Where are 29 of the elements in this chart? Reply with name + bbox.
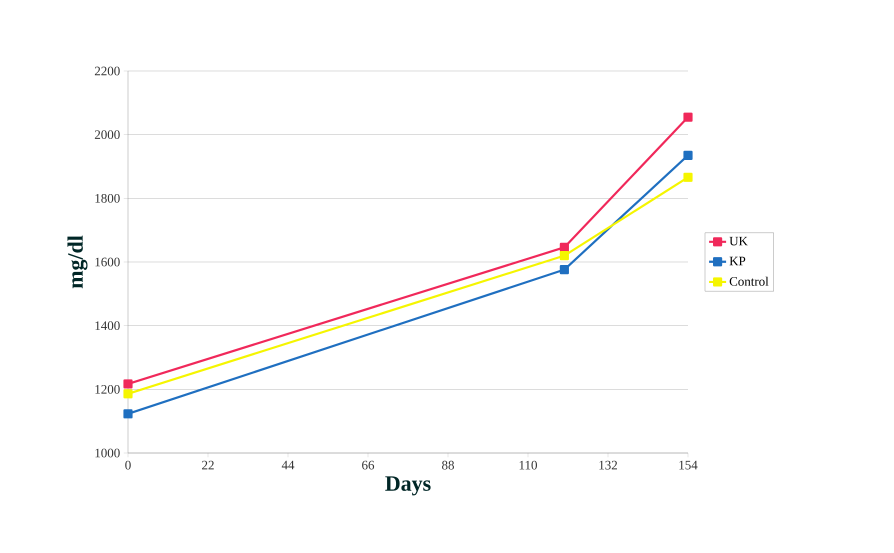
x-tick-label: 154 <box>679 460 698 470</box>
legend-label: KP <box>730 256 746 266</box>
y-tick-label: 1600 <box>95 258 120 266</box>
x-tick-label: 132 <box>599 460 618 470</box>
point <box>560 265 569 274</box>
x-tick-label: 66 <box>362 460 374 470</box>
x-tick-label: 0 <box>125 460 131 470</box>
y-tick-label: 1000 <box>95 448 120 458</box>
point <box>560 242 569 252</box>
y-tick-label: 2000 <box>94 130 120 140</box>
y-tick-label: 1400 <box>95 321 120 330</box>
x-tick-label: 88 <box>442 460 454 470</box>
point <box>123 409 133 418</box>
x-tick-label: 22 <box>202 460 214 470</box>
point <box>683 112 693 122</box>
point <box>560 251 569 260</box>
y-tick-label: 1800 <box>95 194 120 203</box>
x-axis-title: Days <box>385 476 431 496</box>
legend-label: UK <box>729 236 748 246</box>
x-tick-label: 110 <box>520 460 537 470</box>
y-tick-label: 2200 <box>94 66 120 76</box>
point <box>683 172 693 182</box>
point <box>123 379 133 388</box>
legend-label: Control <box>730 276 769 286</box>
y-axis-title: mg/dl <box>67 236 88 288</box>
x-tick-label: 44 <box>282 460 294 470</box>
y-tick-label: 1200 <box>95 384 120 394</box>
point <box>683 150 693 160</box>
point <box>123 389 133 398</box>
